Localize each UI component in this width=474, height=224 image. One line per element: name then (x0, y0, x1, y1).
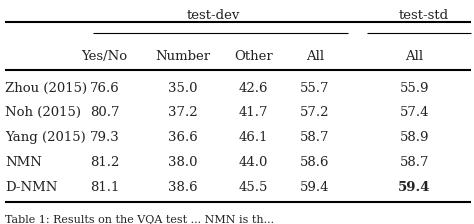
Text: 81.1: 81.1 (90, 181, 119, 194)
Text: 46.1: 46.1 (239, 131, 268, 144)
Text: 37.2: 37.2 (168, 106, 198, 119)
Text: 81.2: 81.2 (90, 156, 119, 169)
Text: 55.7: 55.7 (300, 82, 330, 95)
Text: 35.0: 35.0 (168, 82, 197, 95)
Text: 44.0: 44.0 (239, 156, 268, 169)
Text: 36.6: 36.6 (168, 131, 198, 144)
Text: All: All (306, 50, 324, 63)
Text: 80.7: 80.7 (90, 106, 119, 119)
Text: 45.5: 45.5 (239, 181, 268, 194)
Text: 58.7: 58.7 (400, 156, 429, 169)
Text: 55.9: 55.9 (400, 82, 429, 95)
Text: 58.9: 58.9 (400, 131, 429, 144)
Text: 57.4: 57.4 (400, 106, 429, 119)
Text: 57.2: 57.2 (300, 106, 330, 119)
Text: Table 1: Results on the VQA test ... NMN is th...: Table 1: Results on the VQA test ... NMN… (5, 215, 274, 224)
Text: test-std: test-std (399, 9, 449, 22)
Text: 41.7: 41.7 (239, 106, 268, 119)
Text: 38.6: 38.6 (168, 181, 198, 194)
Text: 59.4: 59.4 (300, 181, 330, 194)
Text: Noh (2015): Noh (2015) (5, 106, 82, 119)
Text: Other: Other (234, 50, 273, 63)
Text: D-NMN: D-NMN (5, 181, 58, 194)
Text: All: All (405, 50, 423, 63)
Text: Zhou (2015): Zhou (2015) (5, 82, 88, 95)
Text: 58.7: 58.7 (300, 131, 330, 144)
Text: 38.0: 38.0 (168, 156, 197, 169)
Text: 79.3: 79.3 (90, 131, 119, 144)
Text: NMN: NMN (5, 156, 42, 169)
Text: 59.4: 59.4 (398, 181, 430, 194)
Text: Yang (2015): Yang (2015) (5, 131, 86, 144)
Text: 42.6: 42.6 (239, 82, 268, 95)
Text: 76.6: 76.6 (90, 82, 119, 95)
Text: test-dev: test-dev (187, 9, 240, 22)
Text: 58.6: 58.6 (300, 156, 330, 169)
Text: Yes/No: Yes/No (82, 50, 128, 63)
Text: Number: Number (155, 50, 210, 63)
